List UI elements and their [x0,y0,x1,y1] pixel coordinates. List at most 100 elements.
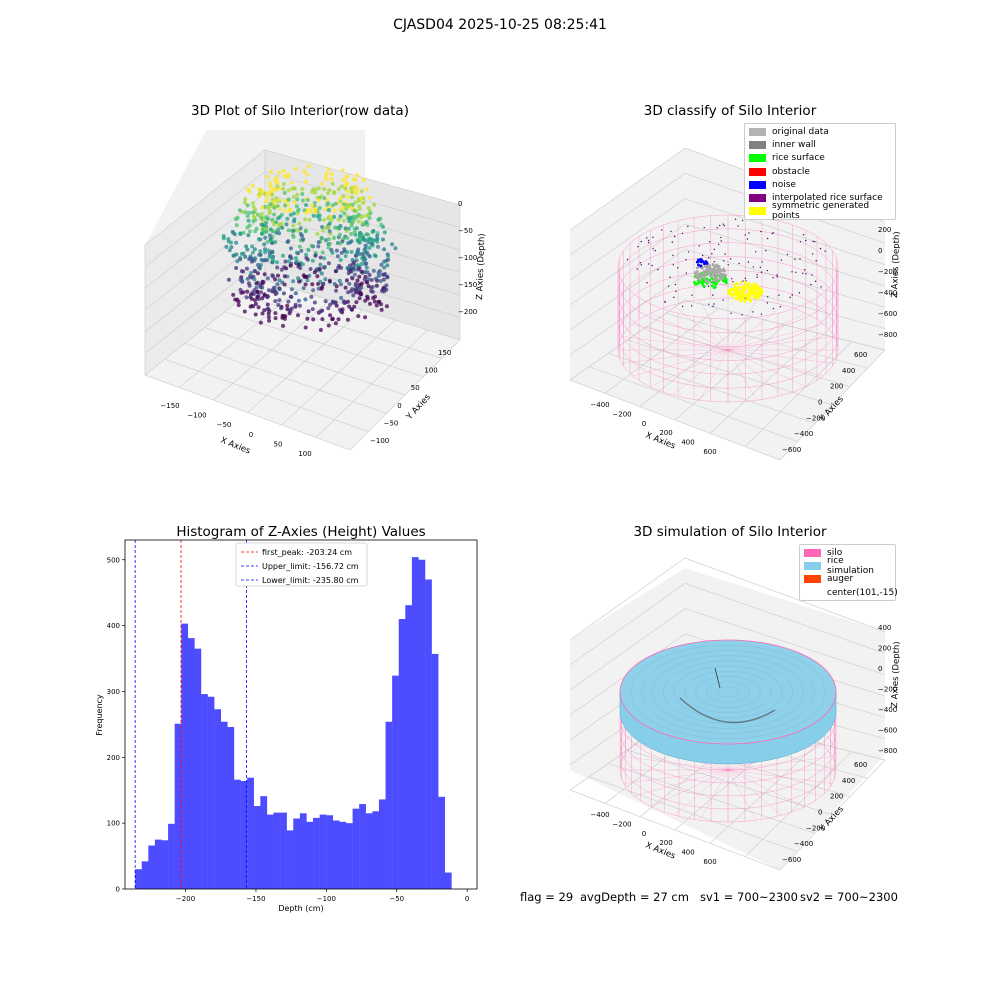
raw-data-point [294,204,299,209]
raw-data-point [280,315,285,320]
classify-noise-point [699,264,703,268]
classify-grid-line [569,173,686,256]
raw-data-point [337,226,342,231]
raw-xtick-label: −50 [217,421,232,429]
raw-data-point [309,243,314,248]
raw-data-point [283,259,288,264]
raw-data-point [288,207,293,212]
classify-floor-spoke [632,323,729,351]
classify-symmetric-point [754,289,758,292]
classify-interpolated-point [802,272,804,275]
histogram-bar [227,727,235,889]
classify-xtick-label: 600 [703,448,716,456]
raw-data-point [367,216,372,220]
raw-data-point [305,278,310,283]
raw-data-point [295,192,300,197]
raw-data-point [304,252,309,257]
raw-ztick-label: −50 [458,227,473,235]
classify-original-point [714,268,718,272]
raw-data-point [327,241,332,246]
raw-data-point [247,210,252,215]
raw-data-point [276,273,280,278]
simulation-xtick-label: 0 [642,830,646,838]
classify-interpolated-point [812,240,814,243]
raw-data-point [295,197,300,202]
raw-data-point [311,213,316,218]
classify-grid-line [569,223,686,306]
raw-data-point [281,253,285,258]
raw-data-point [359,269,364,274]
classify-legend-label: noise [772,179,796,190]
raw-data-point [304,210,309,215]
raw-data-point [286,299,291,304]
raw-data-point [232,232,237,237]
raw-data-point [324,225,329,230]
raw-data-point [255,271,260,276]
histogram-xtick-label: −100 [317,895,336,903]
classify-interpolated-point [716,227,718,229]
raw-data-point [224,244,229,249]
raw-data-point [250,183,255,188]
classify-interpolated-point [779,305,782,308]
raw-plot-title: 3D Plot of Silo Interior(row data) [191,103,409,119]
histogram-bar [405,605,413,889]
raw-data-point [254,226,259,231]
classify-interpolated-point [730,312,732,314]
raw-data-point [344,278,349,283]
raw-3d-plot: −150 −100 −50 0 50 100 −100 −50 0 50 100 150 0 −50 −10… [144,130,487,458]
simulation-legend: silo rice simulation auger center(101,-15) [799,544,898,602]
classify-original-point [724,273,727,277]
histogram-bar [345,823,353,889]
raw-data-point [336,217,341,222]
raw-data-point [328,313,333,318]
classify-interpolated-point [722,223,724,225]
classify-interpolated-point [765,249,767,252]
classify-original-point [701,274,704,277]
simulation-xtick-label: 400 [681,849,694,857]
raw-data-point [316,244,321,249]
raw-data-point [326,261,331,266]
histogram-bar [339,821,347,889]
raw-data-point [308,208,313,213]
classify-interpolated-point [712,294,714,296]
simulation-ytick-label: 0 [818,809,822,817]
classify-ring [617,242,839,347]
classify-xtick-label: 0 [642,420,646,428]
classify-symmetric-point [737,295,741,299]
raw-data-point [248,304,253,309]
classify-grid-line [684,198,886,265]
raw-data-point [257,193,262,198]
classify-legend-label: obstacle [772,166,810,177]
raw-data-point [366,277,371,282]
raw-data-point [245,289,250,294]
raw-data-point [369,241,374,246]
raw-data-point [385,263,390,268]
classify-interpolated-point [677,267,679,269]
classify-legend-item: rice surface [745,152,895,165]
classify-symmetric-point [754,283,758,287]
raw-data-point [294,259,299,264]
classify-interpolated-point [672,254,674,256]
simulation-ztick-label: −600 [878,727,897,735]
raw-data-point [237,208,242,213]
raw-data-point [286,197,291,202]
raw-data-point [268,227,273,232]
histogram-legend-label: first_peak: -203.24 cm [262,548,352,557]
classify-interpolated-point [681,305,684,308]
raw-data-point [327,188,332,193]
raw-data-point [356,238,360,243]
raw-ztick-label: 0 [458,200,462,208]
raw-data-point [354,253,358,258]
histogram-ytick-label: 100 [107,820,120,828]
classify-grid-line [744,341,852,447]
raw-zlabel: Z Axies (Depth) [475,233,487,300]
raw-data-point [360,251,365,256]
raw-data-point [345,194,350,199]
classify-ytick-label: −200 [806,414,825,422]
raw-data-point [356,247,361,252]
raw-data-point [300,192,305,196]
classify-interpolated-point [824,250,826,252]
raw-data-point [320,285,325,290]
raw-data-point [277,278,282,283]
raw-xtick-label: −100 [187,412,206,420]
